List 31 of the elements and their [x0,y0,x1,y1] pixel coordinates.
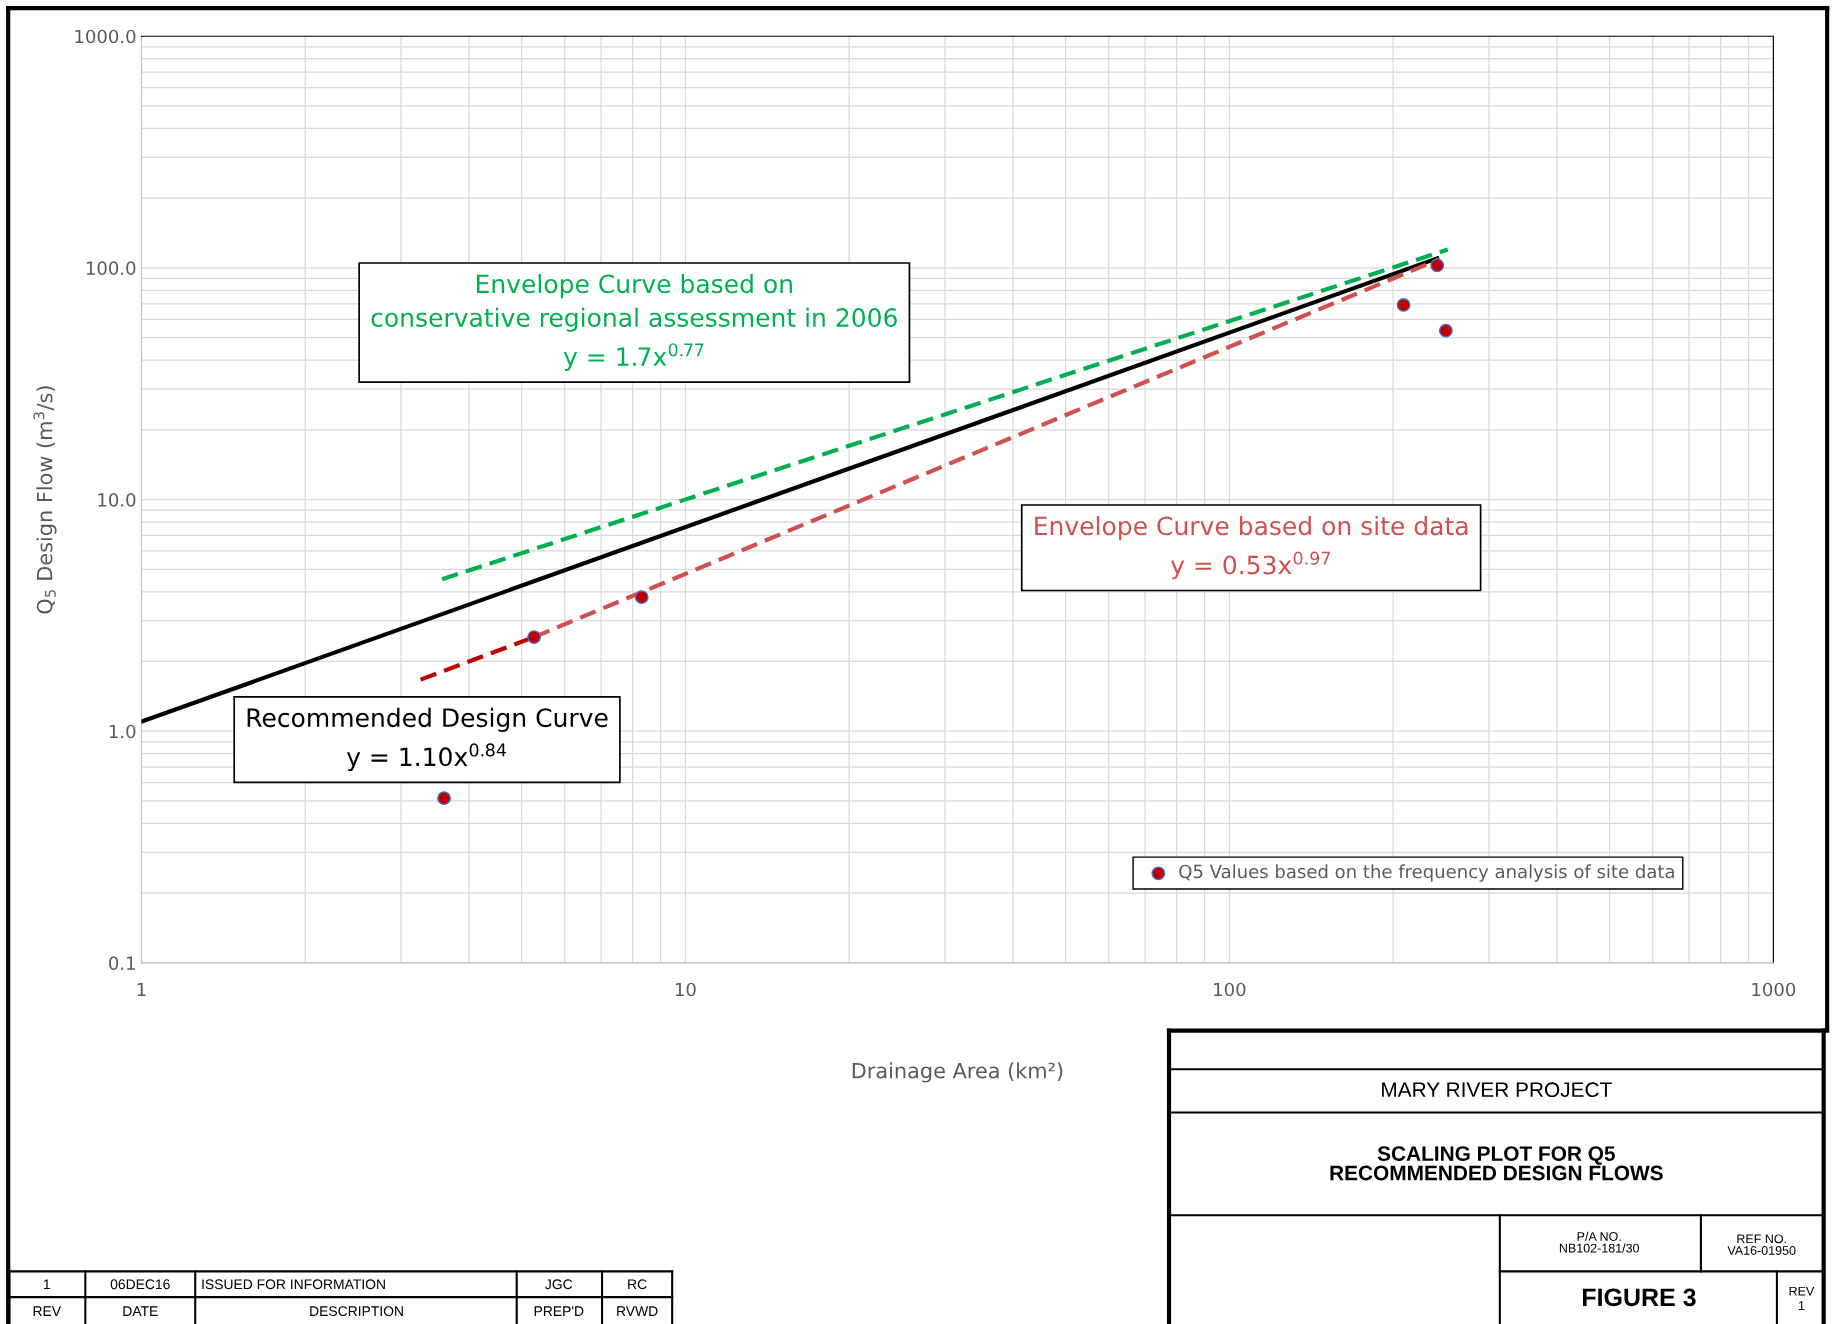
text: PREP'D [534,1306,584,1316]
text: RC [628,1279,647,1290]
text: REV 1 [1789,1286,1815,1310]
series-label: Recommended Design Curve y = 1.10x$^{0.84}$ [247,707,608,772]
text: 1 [43,1279,50,1290]
caption: FIGURE 3 [1582,1288,1696,1307]
text: REV [33,1306,61,1316]
y-tick-label: 1.0 [109,724,136,739]
y-tick-label: 1000.0 [75,29,136,44]
x-tick-label: 100 [1214,982,1246,997]
x-axis-title: Drainage Area (km²) [852,1062,1063,1083]
y-tick-label: 0.1 [109,956,135,971]
text: JGC [545,1279,573,1290]
y-tick-label: 100.0 [86,261,136,276]
text: REF NO. VA16-01950 [1727,1234,1796,1255]
text: 06DEC16 [110,1279,170,1290]
x-tick-label: 1 [137,982,146,997]
text: DATE [123,1306,158,1316]
legend-label: Q5 Values based on the frequency analysis of site data [1179,864,1674,882]
x-tick-label: 1000 [1752,982,1796,997]
text: RVWD [617,1306,658,1316]
x-tick-label: 10 [675,982,696,997]
text: Envelope Curve based on site data y = 0.53x$^{0.97}$ [1035,515,1468,580]
text: DESCRIPTION [310,1306,403,1317]
text: P/A NO. NB102-181/30 [1559,1231,1640,1253]
text: MARY RIVER PROJECT [1382,1082,1612,1098]
text: SCALING PLOT FOR Q5 RECOMMENDED DESIGN FLOWS [1330,1146,1663,1181]
text: ISSUED FOR INFORMATION [202,1279,385,1290]
y-axis-title: Q$_{5}$ Design Flow (m$^{3}$/s) [33,386,57,614]
text: Envelope Curve based on conservative regional assessment in 2006 y = 1.7x$^{0.77}$ [371,273,897,371]
y-tick-label: 10.0 [98,493,136,507]
